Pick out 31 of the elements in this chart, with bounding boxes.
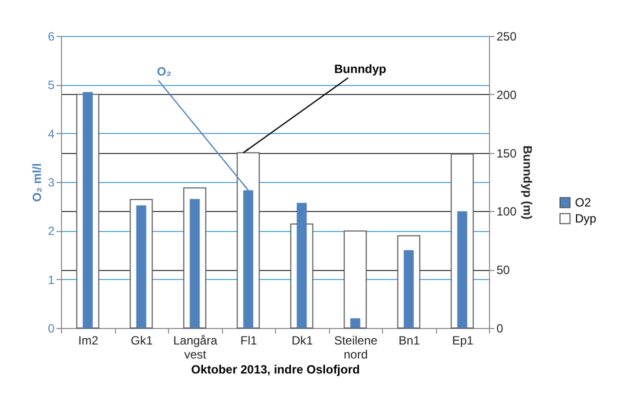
x-tick-label: Dk1 xyxy=(292,334,314,348)
x-tick-label: Bn1 xyxy=(398,334,420,348)
bar xyxy=(457,211,468,328)
y-tick-label: 3 xyxy=(48,176,55,190)
legend-label: Dyp xyxy=(575,212,597,226)
y-tick-label: 6 xyxy=(48,30,55,44)
y-tick-label: 5 xyxy=(48,78,55,92)
y-tick-label: 2 xyxy=(48,224,55,238)
y2-axis-title: Bunndyp (m) xyxy=(520,146,535,220)
y2-tick-label: 150 xyxy=(496,146,517,160)
y2-tick-label: 50 xyxy=(496,263,510,278)
legend-label: O2 xyxy=(575,196,592,210)
bar xyxy=(350,318,360,328)
x-tick-label: Ep1 xyxy=(452,334,474,348)
y-tick-label: 4 xyxy=(48,126,55,141)
x-axis-title: Oktober 2013, indre Oslofjord xyxy=(191,362,360,376)
x-tick-label: Steilene nord xyxy=(334,334,378,362)
y-axis-title: O₂ ml/l xyxy=(30,163,44,202)
x-tick-label: Fl1 xyxy=(240,334,258,348)
y-tick-label: 1 xyxy=(48,272,55,287)
annotation: O₂ xyxy=(156,64,172,78)
annotation: Bunndyp xyxy=(334,62,386,76)
bar xyxy=(344,230,367,328)
y2-tick-label: 100 xyxy=(496,204,517,219)
x-tick-label: Gk1 xyxy=(130,334,154,348)
y-tick-label: 0 xyxy=(48,322,55,336)
y2-tick-label: 200 xyxy=(496,88,517,102)
x-tick-label: Langåra vest xyxy=(173,334,218,362)
y2-tick-label: 0 xyxy=(496,322,504,336)
y2-tick-label: 250 xyxy=(496,30,517,44)
x-tick-label: Im2 xyxy=(78,334,99,348)
